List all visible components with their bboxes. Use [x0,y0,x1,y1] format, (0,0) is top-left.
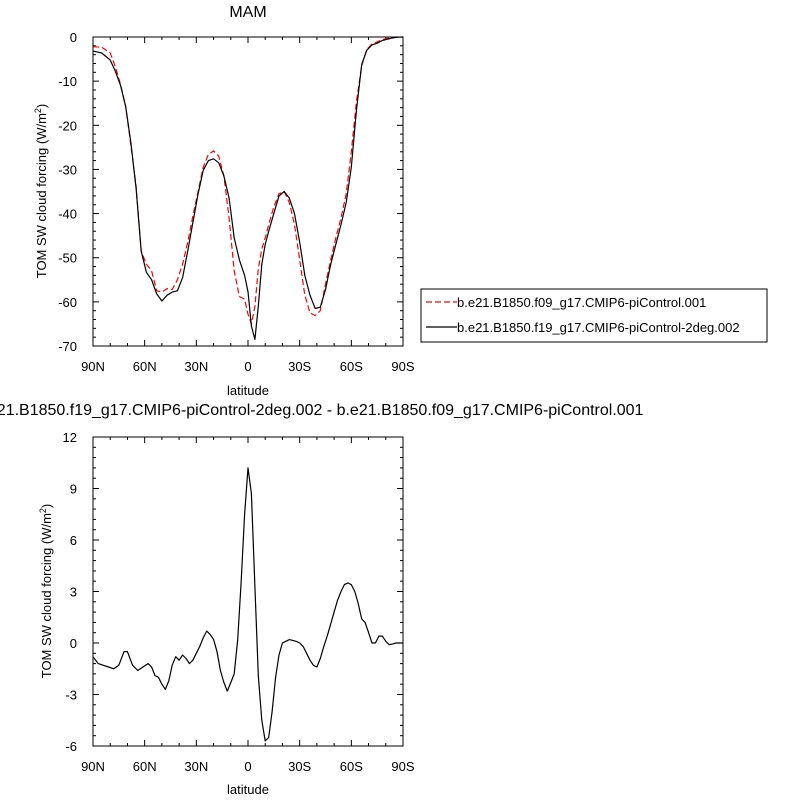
bottom-plot-frame [92,436,404,747]
bottom-y-tick-labels: 12 9 6 3 0 -3 -6 [63,430,77,754]
top-series-lines [92,36,404,340]
bottom-x-tick-label: 30N [184,759,208,774]
bottom-x-tick-label: 60S [340,759,363,774]
top-y-tick-label: -40 [58,207,77,222]
bottom-y-tick-label: 9 [70,482,77,497]
top-legend: b.e21.B1850.f09_g17.CMIP6-piControl.001 … [420,288,768,343]
bottom-x-tick-label: 0 [244,759,251,774]
top-y-axis-label: TOM SW cloud forcing (W/m2) [33,104,49,279]
top-chart-title: MAM [229,4,266,21]
top-y-tick-label: -10 [58,74,77,89]
top-x-tick-label: 60S [340,359,363,374]
top-x-tick-label: 30S [288,359,311,374]
bottom-series-line-0 [92,467,403,742]
legend-box [420,288,768,343]
bottom-y-tick-label: 12 [63,430,77,445]
top-x-tick-label: 0 [244,359,251,374]
bottom-x-tick-label: 60N [133,759,157,774]
top-y-tick-label: 0 [70,30,77,45]
top-x-tick-label: 60N [133,359,157,374]
top-x-tick-label: 30N [184,359,208,374]
top-x-tick-label: 90N [81,359,105,374]
top-y-tick-label: -30 [58,162,77,177]
legend-label-f19: b.e21.B1850.f19_g17.CMIP6-piControl-2deg… [457,320,740,335]
top-plot-frame [92,36,404,347]
bottom-x-axis-label: latitude [227,782,269,797]
top-y-tick-label: -60 [58,295,77,310]
top-x-tick-labels: 90N 60N 30N 0 30S 60S 90S [81,359,415,374]
top-y-tick-label: -50 [58,251,77,266]
bottom-x-tick-label: 30S [288,759,311,774]
top-y-tick-label: -20 [58,118,77,133]
top-ticks [92,36,404,347]
bottom-y-tick-label: 0 [70,636,77,651]
top-x-axis-label: latitude [227,383,269,398]
top-series-line-0 [92,36,403,325]
bottom-x-tick-label: 90N [81,759,105,774]
bottom-x-tick-labels: 90N 60N 30N 0 30S 60S 90S [81,759,415,774]
bottom-y-tick-label: 3 [70,585,77,600]
top-x-tick-label: 90S [391,359,414,374]
bottom-y-tick-label: 6 [70,533,77,548]
bottom-ticks [92,436,404,747]
bottom-chart-panel: b.e21.B1850.f19_g17.CMIP6-piControl-2deg… [0,402,644,797]
top-y-tick-label: -70 [58,339,77,354]
bottom-chart-title: b.e21.B1850.f19_g17.CMIP6-piControl-2deg… [0,402,644,419]
bottom-x-tick-label: 90S [391,759,414,774]
bottom-y-tick-label: -6 [65,739,77,754]
top-chart-panel: MAM 90N 60N 30N 0 30S 60S 90S 0 -10 -20 -30 -40 -50… [33,4,768,398]
bottom-y-axis-label: TOM SW cloud forcing (W/m2) [38,504,54,679]
top-series-line-1 [92,36,404,340]
legend-label-f09: b.e21.B1850.f09_g17.CMIP6-piControl.001 [457,295,706,310]
top-y-tick-labels: 0 -10 -20 -30 -40 -50 -60 -70 [58,30,77,354]
bottom-y-tick-label: -3 [65,688,77,703]
bottom-series-lines [92,467,403,742]
